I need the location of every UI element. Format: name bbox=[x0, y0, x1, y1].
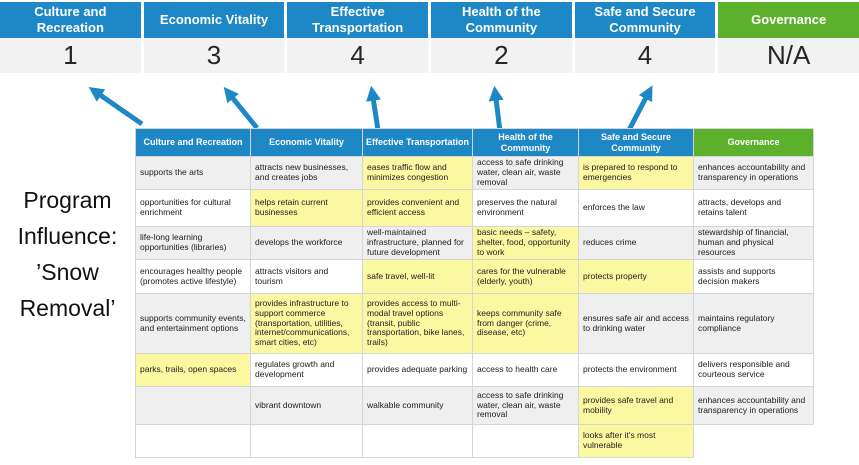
matrix-cell: parks, trails, open spaces bbox=[135, 353, 251, 387]
matrix-row: encourages healthy people (promotes acti… bbox=[135, 259, 814, 294]
matrix-cell: opportunities for cultural enrichment bbox=[135, 189, 251, 227]
matrix-cell: well-maintained infrastructure, planned … bbox=[362, 226, 473, 260]
matrix-cell bbox=[250, 424, 363, 458]
matrix-cell: attracts, develops and retains talent bbox=[693, 189, 814, 227]
matrix-header-transportation: Effective Transportation bbox=[362, 128, 473, 157]
matrix-row: opportunities for cultural enrichment hel… bbox=[135, 189, 814, 227]
matrix-cell bbox=[693, 424, 814, 458]
matrix-cell bbox=[362, 424, 473, 458]
matrix-cell: preserves the natural environment bbox=[472, 189, 579, 227]
matrix-cell: looks after it's most vulnerable bbox=[578, 424, 694, 458]
matrix-cell: vibrant downtown bbox=[250, 386, 363, 425]
summary-col-safety: Safe and Secure Community 4 bbox=[574, 2, 716, 73]
summary-col-economic: Economic Vitality 3 bbox=[143, 2, 285, 73]
matrix-cell: enhances accountability and transparency… bbox=[693, 386, 814, 425]
priority-score-strip: Culture and Recreation 1 Economic Vitali… bbox=[0, 2, 859, 73]
summary-col-culture: Culture and Recreation 1 bbox=[0, 2, 141, 73]
matrix-cell bbox=[135, 424, 251, 458]
matrix-cell: access to safe drinking water, clean air… bbox=[472, 386, 579, 425]
matrix-cell: provides infrastructure to support comme… bbox=[250, 293, 363, 354]
matrix-cell: encourages healthy people (promotes acti… bbox=[135, 259, 251, 294]
up-arrow-transportation bbox=[366, 85, 381, 131]
matrix-cell: provides access to multi-modal travel op… bbox=[362, 293, 473, 354]
matrix-cell: ensures safe air and access to drinking … bbox=[578, 293, 694, 354]
matrix-cell: attracts new businesses, and creates job… bbox=[250, 156, 363, 190]
matrix-cell: cares for the vulnerable (elderly, youth… bbox=[472, 259, 579, 294]
matrix-header-row: Culture and Recreation Economic Vitality… bbox=[135, 128, 814, 157]
summary-header-economic: Economic Vitality bbox=[143, 2, 285, 38]
matrix-cell: eases traffic flow and minimizes congest… bbox=[362, 156, 473, 190]
matrix-cell: access to safe drinking water, clean air… bbox=[472, 156, 579, 190]
matrix-cell bbox=[135, 386, 251, 425]
summary-score-culture: 1 bbox=[0, 38, 141, 73]
matrix-row: life-long learning opportunities (librar… bbox=[135, 226, 814, 260]
matrix-header-safety: Safe and Secure Community bbox=[578, 128, 694, 157]
matrix-header-economic: Economic Vitality bbox=[250, 128, 363, 157]
matrix-cell: life-long learning opportunities (librar… bbox=[135, 226, 251, 260]
matrix-header-culture: Culture and Recreation bbox=[135, 128, 251, 157]
summary-header-health: Health of the Community bbox=[431, 2, 572, 38]
matrix-cell: provides safe travel and mobility bbox=[578, 386, 694, 425]
summary-header-governance: Governance bbox=[718, 2, 859, 38]
matrix-header-health: Health of the Community bbox=[472, 128, 579, 157]
matrix-cell bbox=[472, 424, 579, 458]
matrix-cell: keeps community safe from danger (crime,… bbox=[472, 293, 579, 354]
summary-score-economic: 3 bbox=[143, 38, 285, 73]
matrix-cell: develops the workforce bbox=[250, 226, 363, 260]
summary-score-safety: 4 bbox=[574, 38, 716, 73]
matrix-body: supports the arts attracts new businesses… bbox=[135, 156, 814, 458]
up-arrow-culture bbox=[88, 87, 144, 127]
page-title: Program Influence: ’Snow Removal’ bbox=[17, 187, 118, 321]
matrix-cell: enhances accountability and transparency… bbox=[693, 156, 814, 190]
matrix-cell: safe travel, well-lit bbox=[362, 259, 473, 294]
matrix-cell: walkable community bbox=[362, 386, 473, 425]
matrix-cell: supports community events, and entertain… bbox=[135, 293, 251, 354]
matrix-header-governance: Governance bbox=[693, 128, 814, 157]
matrix-cell: enforces the law bbox=[578, 189, 694, 227]
matrix-cell: provides convenient and efficient access bbox=[362, 189, 473, 227]
matrix-row: looks after it's most vulnerable bbox=[135, 424, 814, 458]
matrix-cell: reduces crime bbox=[578, 226, 694, 260]
matrix-cell: helps retain current businesses bbox=[250, 189, 363, 227]
matrix-cell: stewardship of financial, human and phys… bbox=[693, 226, 814, 260]
matrix-cell: provides adequate parking bbox=[362, 353, 473, 387]
matrix-row: parks, trails, open spaces regulates grow… bbox=[135, 353, 814, 387]
matrix-cell: access to health care bbox=[472, 353, 579, 387]
summary-score-governance: N/A bbox=[718, 38, 859, 73]
influence-matrix: Culture and Recreation Economic Vitality… bbox=[135, 128, 814, 458]
matrix-row: supports the arts attracts new businesses… bbox=[135, 156, 814, 190]
summary-col-transportation: Effective Transportation 4 bbox=[287, 2, 428, 73]
summary-col-governance: Governance N/A bbox=[718, 2, 859, 73]
matrix-cell: basic needs – safety, shelter, food, opp… bbox=[472, 226, 579, 260]
summary-score-health: 2 bbox=[431, 38, 572, 73]
matrix-cell: protects the environment bbox=[578, 353, 694, 387]
summary-score-transportation: 4 bbox=[287, 38, 428, 73]
summary-col-health: Health of the Community 2 bbox=[431, 2, 572, 73]
matrix-cell: attracts visitors and tourism bbox=[250, 259, 363, 294]
matrix-cell: assists and supports decision makers bbox=[693, 259, 814, 294]
up-arrow-health bbox=[488, 85, 504, 132]
matrix-cell: protects property bbox=[578, 259, 694, 294]
up-arrow-economic bbox=[223, 86, 259, 130]
summary-header-safety: Safe and Secure Community bbox=[574, 2, 716, 38]
matrix-cell: regulates growth and development bbox=[250, 353, 363, 387]
matrix-cell: is prepared to respond to emergencies bbox=[578, 156, 694, 190]
matrix-cell: supports the arts bbox=[135, 156, 251, 190]
up-arrow-safety bbox=[625, 85, 653, 134]
summary-header-culture: Culture and Recreation bbox=[0, 2, 141, 38]
summary-header-transportation: Effective Transportation bbox=[287, 2, 428, 38]
matrix-cell: maintains regulatory compliance bbox=[693, 293, 814, 354]
matrix-row: vibrant downtown walkable community access… bbox=[135, 386, 814, 425]
matrix-cell: delivers responsible and courteous servi… bbox=[693, 353, 814, 387]
matrix-row: supports community events, and entertain… bbox=[135, 293, 814, 354]
